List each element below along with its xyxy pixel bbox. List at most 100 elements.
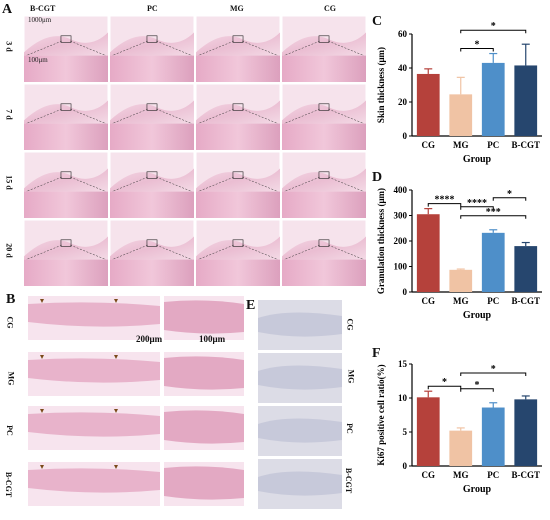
panel-a-column-headers: B-CGT PC MG CG: [22, 4, 364, 18]
y-tick-label: 15: [398, 359, 408, 369]
panel-b-scale-left: 200μm: [136, 334, 163, 344]
panel-b-scale-right: 100μm: [199, 334, 226, 344]
x-tick-label: PC: [487, 470, 499, 480]
histology-tile: [24, 83, 109, 151]
ihc-tile: [258, 353, 342, 403]
y-tick-label: 60: [398, 29, 408, 39]
panel-a-label: A: [2, 2, 13, 17]
x-tick-label: MG: [453, 296, 469, 306]
significance-label: *: [491, 364, 496, 375]
histology-tile: [281, 219, 366, 287]
b-row-label-cg: CG: [5, 316, 15, 329]
bar: [514, 399, 538, 466]
significance-label: *: [475, 380, 480, 391]
b-row-label-pc: PC: [4, 425, 14, 436]
bar: [416, 397, 440, 466]
panel-d-label: D: [372, 170, 383, 185]
x-axis-title: Group: [463, 154, 492, 165]
histology-tile: [109, 16, 195, 83]
y-tick-label: 20: [398, 97, 408, 107]
panel-a-scale-bottom: 100μm: [28, 56, 48, 64]
col-header-mg: MG: [230, 4, 244, 13]
bar: [449, 269, 473, 292]
b-row-label-b-cgt: B-CGT: [4, 471, 14, 498]
bar: [514, 246, 538, 292]
y-tick-label: 0: [403, 287, 408, 297]
y-tick-label: 5: [403, 427, 408, 437]
histology-tile: [281, 83, 366, 151]
e-row-label-cg: CG: [345, 318, 355, 331]
row-label-7d: 7 d: [4, 109, 14, 120]
col-header-cg: CG: [324, 4, 336, 13]
bar: [449, 94, 473, 136]
bar: [416, 73, 440, 136]
significance-bracket: [460, 29, 527, 34]
panel-f-label: F: [372, 346, 381, 361]
histology-tile: [24, 219, 109, 287]
y-tick-label: 0: [403, 131, 408, 141]
x-tick-label: CG: [422, 140, 436, 150]
panel-b-row-labels: CG MG PC B-CGT: [2, 296, 24, 516]
y-tick-label: 40: [398, 63, 408, 73]
panel-b-label: B: [6, 292, 16, 307]
histology-tile: [24, 16, 109, 83]
chart-c: 0 20 40 60 CG MG PC B-CGT * * Group Skin thickness …: [376, 21, 542, 165]
histology-tile: [28, 296, 244, 340]
significance-bracket: [460, 206, 494, 210]
e-row-label-mg: MG: [346, 369, 356, 384]
y-axis-title: Granulation thickness (μm): [376, 188, 386, 294]
histology-tile: [28, 406, 244, 450]
e-row-label-b-cgt: B-CGT: [344, 467, 354, 494]
ihc-tile: [258, 300, 342, 350]
x-tick-label: PC: [487, 140, 499, 150]
col-header-b-cgt: B-CGT: [30, 4, 56, 13]
y-tick-label: 400: [394, 185, 408, 195]
x-tick-label: MG: [453, 470, 469, 480]
x-tick-label: B-CGT: [511, 470, 540, 480]
y-tick-label: 100: [394, 262, 408, 272]
y-tick-label: 200: [394, 236, 408, 246]
significance-bracket: [427, 385, 462, 390]
significance-bracket: [460, 372, 527, 376]
b-row-label-mg: MG: [6, 371, 16, 386]
bar: [481, 62, 505, 136]
significance-bracket: [460, 215, 527, 219]
histology-tile: [28, 462, 244, 506]
y-tick-label: 300: [394, 211, 408, 221]
bar: [449, 430, 473, 466]
histology-tile: [195, 151, 281, 219]
panel-a-scale-top: 1000μm: [28, 16, 52, 24]
bar: [481, 232, 505, 292]
x-tick-label: CG: [422, 470, 436, 480]
significance-label: ****: [467, 198, 487, 209]
significance-label: ****: [435, 195, 455, 206]
histology-tile: [109, 219, 195, 287]
significance-bracket: [460, 388, 494, 392]
panel-e-label: E: [246, 298, 256, 313]
panel-a-histology-grid: [24, 16, 366, 287]
row-label-20d: 20 d: [4, 243, 14, 258]
significance-label: *: [442, 377, 447, 388]
ihc-tile: [258, 459, 342, 509]
significance-bracket: [460, 48, 494, 52]
histology-tile: [281, 151, 366, 219]
histology-tile: [195, 16, 281, 83]
x-tick-label: B-CGT: [511, 140, 540, 150]
histology-tile: [24, 151, 109, 219]
bar: [514, 65, 538, 136]
significance-label: ***: [486, 207, 501, 218]
x-tick-label: B-CGT: [511, 296, 540, 306]
y-axis-title: Skin thickness (μm): [376, 47, 386, 123]
significance-label: *: [475, 40, 480, 51]
panel-c-label: C: [372, 14, 383, 29]
significance-label: *: [491, 21, 496, 32]
x-tick-label: PC: [487, 296, 499, 306]
x-tick-label: CG: [422, 296, 436, 306]
x-tick-label: MG: [453, 140, 469, 150]
x-axis-title: Group: [463, 484, 492, 495]
x-axis-title: Group: [463, 310, 492, 321]
y-axis-title: Ki67 positive cell ratio(%): [376, 364, 386, 465]
significance-bracket: [492, 197, 527, 201]
row-label-3d: 3 d: [4, 41, 14, 52]
histology-tile: [281, 16, 366, 83]
